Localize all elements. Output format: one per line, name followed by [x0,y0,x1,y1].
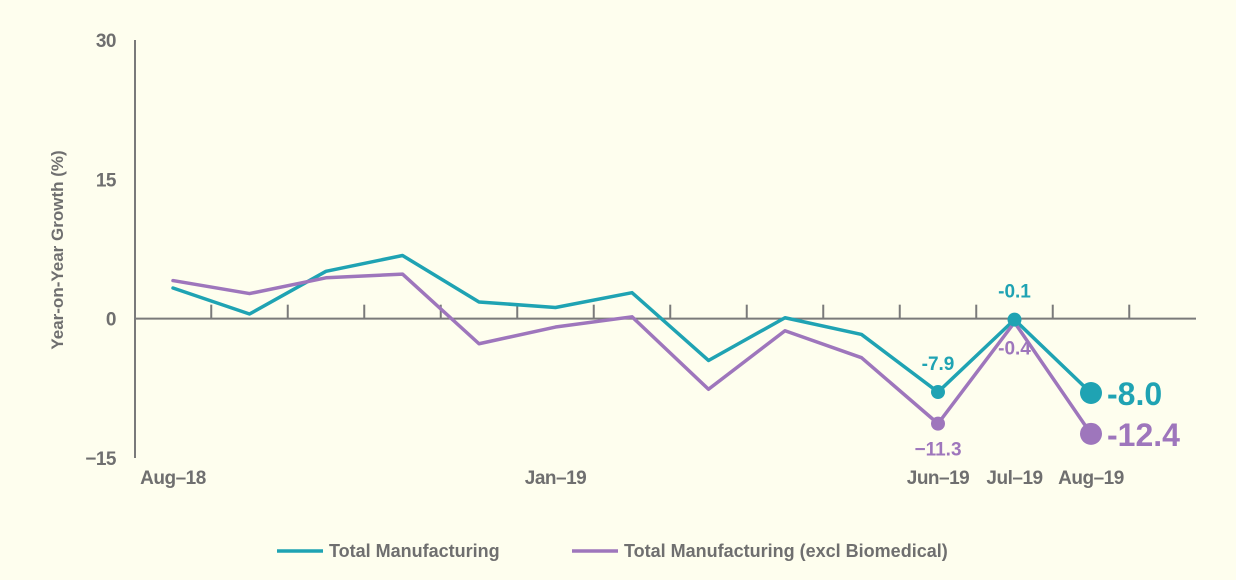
legend: Total Manufacturing Total Manufacturing (… [277,541,948,561]
data-point-marker [1007,312,1022,327]
legend-label-1: Total Manufacturing [329,541,500,561]
x-tick-label: Jul–19 [986,468,1042,489]
data-label: -12.4 [1107,417,1180,453]
y-tick-label: 15 [96,170,117,191]
y-axis-title: Year-on-Year Growth (%) [48,150,67,349]
data-label: -0.1 [998,282,1031,303]
data-label: -7.9 [922,354,955,375]
x-tick-label: Jan–19 [525,468,586,489]
x-tick-label: Aug–19 [1058,468,1124,489]
legend-label-2: Total Manufacturing (excl Biomedical) [624,541,948,561]
data-annotations: -7.9 -0.1 -8.0 −11.3 -0.4 -12.4 [914,282,1180,461]
series-lines [171,253,1093,436]
x-tick-label: Jun–19 [907,468,969,489]
y-tick-label: −15 [85,449,117,470]
data-point-marker [1080,381,1102,404]
y-tick-label: 0 [106,310,116,331]
data-label: -8.0 [1107,376,1162,412]
axes: 30 15 0 −15 Aug–18 Jan–19 Jun–19 Jul–19 Aug–19 [85,31,1196,489]
data-point-marker [931,416,945,431]
y-tick-label: 30 [96,31,116,52]
data-point-marker [1080,422,1102,445]
data-label: −11.3 [914,440,961,461]
data-point-marker [931,385,945,400]
x-tick-label: Aug–18 [140,468,206,489]
data-label: -0.4 [998,338,1031,359]
